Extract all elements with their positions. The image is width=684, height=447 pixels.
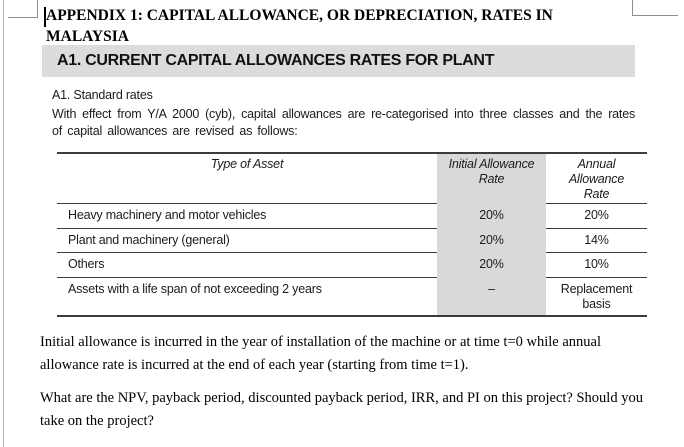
appendix-heading: APPENDIX 1: CAPITAL ALLOWANCE, OR DEPREC… [46,7,553,45]
crop-mark-top-left-icon [8,0,38,18]
table-cell-initial: 20% [437,204,546,229]
table-cell-annual: 14% [546,229,647,253]
page-edge-line [3,0,4,447]
text-cursor [44,7,46,27]
table-cell-initial: – [437,278,546,315]
section-banner-label: A1. CURRENT CAPITAL ALLOWANCES RATES FOR… [57,52,495,69]
column-header-type-of-asset: Type of Asset [57,154,437,204]
table-cell-asset: Assets with a life span of not exceeding… [68,282,322,296]
column-header-initial-allowance-rate: Initial Allowance Rate [437,154,546,204]
table-cell-annual: 20% [546,204,647,229]
table-cell-initial: 20% [437,253,546,278]
table-cell-asset: Plant and machinery (general) [57,229,437,253]
crop-mark-top-right-icon [632,0,678,16]
section-banner: A1. CURRENT CAPITAL ALLOWANCES RATES FOR… [42,45,635,77]
note-paragraph: Initial allowance is incurred in the yea… [40,334,602,373]
table-cell-asset: Others [57,253,437,278]
capital-allowance-table: Type of Asset Initial Allowance Rate Ann… [57,152,647,317]
table-cell-annual: 10% [546,253,647,278]
table-cell-asset: Heavy machinery and motor vehicles [57,204,437,229]
column-header-annual-allowance-rate: Annual Allowance Rate [546,154,647,204]
intro-paragraph: With effect from Y/A 2000 (cyb), capital… [52,107,635,138]
subheading: A1. Standard rates [52,88,153,102]
table-cell-initial: 20% [437,229,546,253]
question-paragraph: What are the NPV, payback period, discou… [40,390,643,429]
table-cell-annual: Replacement basis [560,282,633,311]
